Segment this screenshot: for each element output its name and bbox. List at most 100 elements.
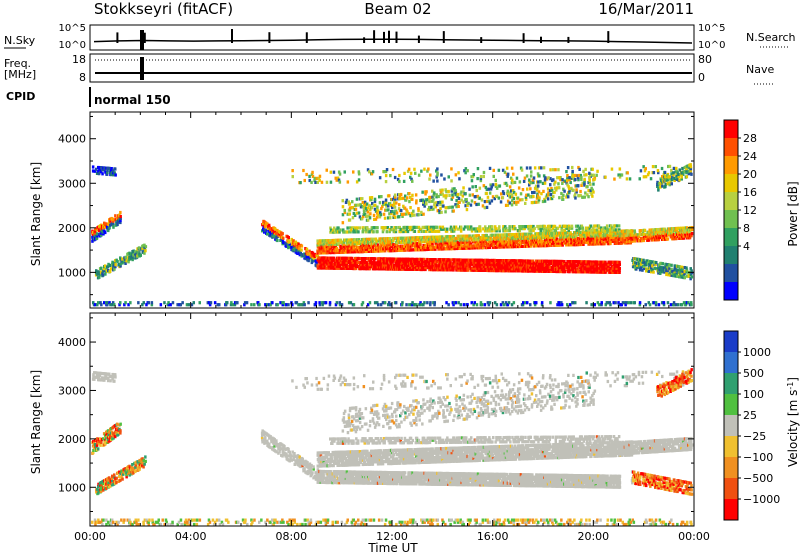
- scatter-cell: [506, 229, 509, 233]
- scatter-cell: [562, 270, 565, 274]
- scatter-cell: [385, 257, 389, 261]
- scatter-cell: [493, 235, 497, 239]
- scatter-cell: [425, 239, 428, 244]
- scatter-cell: [409, 236, 413, 240]
- scatter-cell: [373, 241, 376, 245]
- scatter-cell: [489, 266, 493, 271]
- scatter-cell: [341, 199, 344, 203]
- scatter-cell: [346, 250, 350, 254]
- scatter-cell: [366, 226, 369, 230]
- scatter-cell: [394, 261, 398, 265]
- scatter-cell: [363, 263, 367, 267]
- scatter-cell: [353, 213, 357, 217]
- scatter-cell: [334, 228, 338, 232]
- scatter-cell: [342, 242, 345, 246]
- scatter-cell: [365, 263, 369, 267]
- scatter-cell: [490, 260, 494, 265]
- scatter-cell: [438, 241, 441, 245]
- scatter-cell: [491, 195, 495, 199]
- scatter-cell: [94, 227, 97, 231]
- scatter-cell: [520, 227, 524, 231]
- scatter-cell: [537, 234, 541, 238]
- scatter-cell: [601, 266, 604, 270]
- scatter-cell: [582, 264, 585, 268]
- scatter-cell: [551, 233, 555, 237]
- scatter-cell: [481, 258, 485, 262]
- scatter-cell: [593, 242, 596, 246]
- scatter-cell: [448, 193, 451, 197]
- scatter-cell: [456, 202, 459, 207]
- scatter-cell: [556, 269, 559, 274]
- scatter-cell: [690, 234, 693, 238]
- scatter-cell: [540, 238, 543, 242]
- scatter-cell: [359, 248, 363, 252]
- scatter-cell: [372, 203, 376, 207]
- scatter-cell: [442, 258, 445, 262]
- scatter-cell: [341, 205, 345, 209]
- scatter-cell: [139, 253, 142, 257]
- scatter-cell: [562, 231, 565, 235]
- scatter-cell: [95, 167, 98, 171]
- scatter-cell: [409, 206, 412, 210]
- scatter-cell: [537, 261, 541, 265]
- scatter-cell: [632, 263, 635, 267]
- scatter-cell: [119, 214, 122, 219]
- scatter-cell: [487, 258, 491, 263]
- scatter-cell: [427, 243, 430, 247]
- scatter-cell: [670, 263, 673, 267]
- scatter-cell: [431, 247, 434, 251]
- scatter-cell: [456, 262, 459, 266]
- scatter-cell: [410, 242, 413, 246]
- scatter-cell: [573, 231, 576, 235]
- scatter-cell: [446, 245, 449, 249]
- scatter-cell: [423, 245, 426, 250]
- scatter-cell: [349, 244, 353, 248]
- scatter-cell: [393, 211, 396, 215]
- scatter-cell: [324, 249, 327, 253]
- scatter-cell: [388, 237, 392, 241]
- scatter-cell: [484, 260, 487, 264]
- scatter-cell: [433, 266, 436, 270]
- scatter-cell: [354, 256, 358, 261]
- scatter-cell: [498, 227, 501, 231]
- scatter-cell: [287, 246, 290, 250]
- scatter-cell: [491, 237, 494, 241]
- scatter-cell: [575, 268, 578, 272]
- scatter-cell: [575, 235, 578, 239]
- scatter-cell: [533, 267, 537, 271]
- scatter-cell: [455, 260, 458, 264]
- scatter-cell: [486, 260, 489, 264]
- scatter-cell: [602, 260, 605, 264]
- scatter-cell: [574, 233, 577, 237]
- scatter-cell: [348, 258, 352, 262]
- scatter-cell: [458, 244, 461, 248]
- scatter-cell: [330, 264, 334, 268]
- scatter-cell: [615, 224, 619, 228]
- scatter-cell: [374, 237, 378, 241]
- scatter-cell: [613, 228, 616, 232]
- scatter-cell: [665, 270, 668, 274]
- scatter-cell: [622, 230, 625, 234]
- scatter-cell: [618, 230, 621, 234]
- scatter-cell: [540, 226, 544, 231]
- scatter-cell: [652, 238, 656, 242]
- scatter-cell: [357, 230, 360, 234]
- scatter-cell: [546, 195, 549, 199]
- scatter-cell: [471, 234, 474, 238]
- scatter-cell: [457, 196, 461, 200]
- scatter-cell: [318, 241, 321, 245]
- scatter-cell: [439, 202, 442, 206]
- scatter-cell: [516, 244, 520, 249]
- scatter-cell: [446, 268, 449, 272]
- scatter-cell: [311, 251, 315, 255]
- scatter-cell: [372, 237, 376, 241]
- scatter-cell: [443, 194, 446, 198]
- scatter-cell: [378, 195, 381, 199]
- scatter-cell: [97, 165, 100, 170]
- scatter-cell: [650, 262, 653, 266]
- scatter-cell: [316, 241, 320, 245]
- scatter-cell: [556, 233, 559, 237]
- scatter-cell: [665, 233, 669, 237]
- scatter-cell: [114, 214, 117, 218]
- scatter-cell: [435, 193, 438, 197]
